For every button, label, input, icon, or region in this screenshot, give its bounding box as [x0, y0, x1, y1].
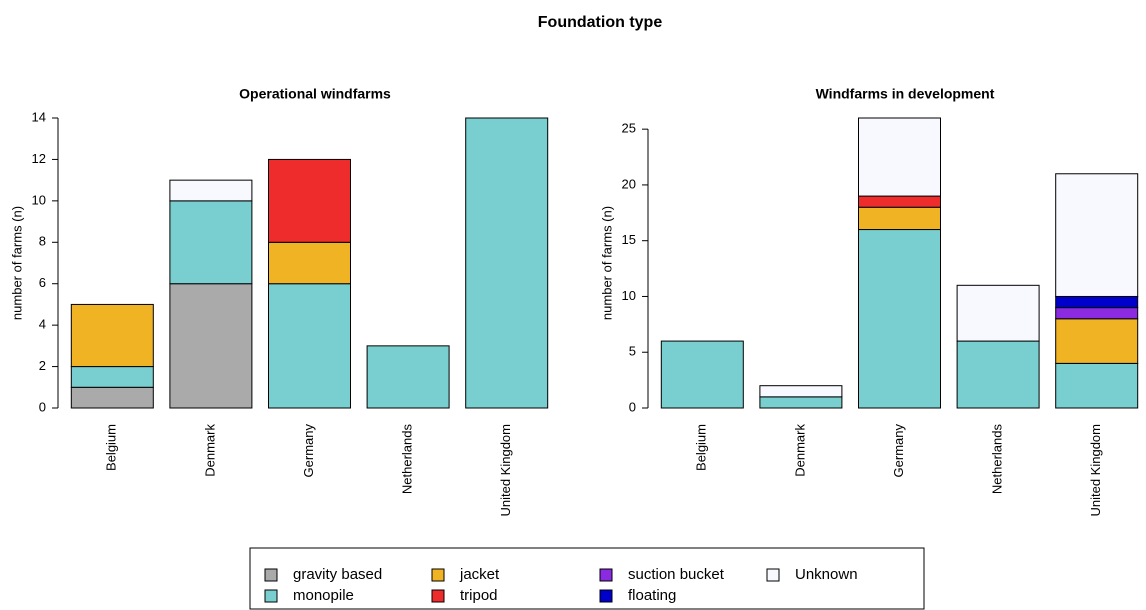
bar-segment — [169, 200, 253, 285]
legend-label: tripod — [460, 587, 498, 604]
bar-segment — [858, 229, 941, 409]
y-tick-label: 5 — [629, 344, 636, 359]
x-tick-label: Denmark — [792, 424, 807, 477]
legend-swatch — [264, 589, 278, 603]
bar-segment — [956, 340, 1040, 409]
bar-segment — [1055, 318, 1139, 364]
subplot-title: Windfarms in development — [816, 86, 995, 102]
y-tick-label: 25 — [622, 121, 636, 136]
bar-segment — [759, 396, 843, 409]
bar-segment — [858, 195, 941, 208]
legend-label: floating — [628, 587, 676, 604]
bar-segment — [1055, 362, 1139, 409]
legend-swatch — [264, 568, 278, 582]
bar-segment — [70, 366, 154, 388]
bar-segment — [366, 345, 450, 409]
legend-label: monopile — [293, 587, 354, 604]
bar-segment — [268, 283, 351, 409]
bar-segment — [956, 284, 1040, 342]
x-tick-label: Belgium — [694, 424, 709, 471]
y-tick-label: 14 — [32, 109, 46, 124]
x-tick-label: Germany — [301, 424, 316, 478]
bar-segment — [1055, 307, 1139, 320]
bar-segment — [268, 158, 351, 243]
legend-box — [249, 547, 925, 610]
legend-label: gravity based — [293, 566, 382, 583]
legend-swatch — [431, 568, 445, 582]
legend-swatch — [599, 589, 613, 603]
subplot-title: Operational windfarms — [239, 86, 391, 102]
x-tick-label: Germany — [891, 424, 906, 478]
bar-segment — [169, 179, 253, 202]
y-tick-label: 2 — [39, 358, 46, 373]
y-tick-label: 0 — [39, 399, 46, 414]
y-tick-label: 6 — [39, 275, 46, 290]
legend-swatch — [431, 589, 445, 603]
x-tick-label: Netherlands — [400, 424, 415, 495]
x-tick-label: United Kingdom — [498, 424, 513, 517]
x-tick-label: Netherlands — [990, 424, 1005, 495]
y-tick-label: 10 — [622, 288, 636, 303]
chart-title: Foundation type — [538, 14, 663, 31]
y-tick-label: 8 — [39, 234, 46, 249]
y-tick-label: 10 — [32, 192, 46, 207]
y-tick-label: 0 — [629, 399, 636, 414]
legend-swatch — [766, 568, 780, 582]
bar-segment — [70, 386, 154, 409]
legend-label: jacket — [459, 566, 500, 583]
y-tick-label: 4 — [39, 317, 46, 332]
y-tick-label: 12 — [32, 151, 46, 166]
legend-label: Unknown — [795, 566, 858, 583]
x-tick-label: Belgium — [104, 424, 119, 471]
y-tick-label: 20 — [622, 176, 636, 191]
y-tick-label: 15 — [622, 232, 636, 247]
bar-segment — [268, 241, 351, 285]
bar-segment — [858, 206, 941, 231]
bar-segment — [1055, 173, 1139, 297]
bar-segment — [465, 117, 549, 409]
bar-segment — [70, 303, 154, 368]
x-tick-label: Denmark — [202, 424, 217, 477]
bar-segment — [858, 117, 941, 197]
bar-segment — [1055, 295, 1139, 309]
bar-segment — [759, 385, 843, 398]
legend-swatch — [599, 568, 613, 582]
y-axis-label: number of farms (n) — [599, 206, 614, 320]
y-axis-label: number of farms (n) — [9, 206, 24, 320]
x-tick-label: United Kingdom — [1088, 424, 1103, 517]
bar-segment — [660, 340, 744, 409]
legend-label: suction bucket — [628, 566, 725, 583]
bar-segment — [169, 283, 253, 409]
